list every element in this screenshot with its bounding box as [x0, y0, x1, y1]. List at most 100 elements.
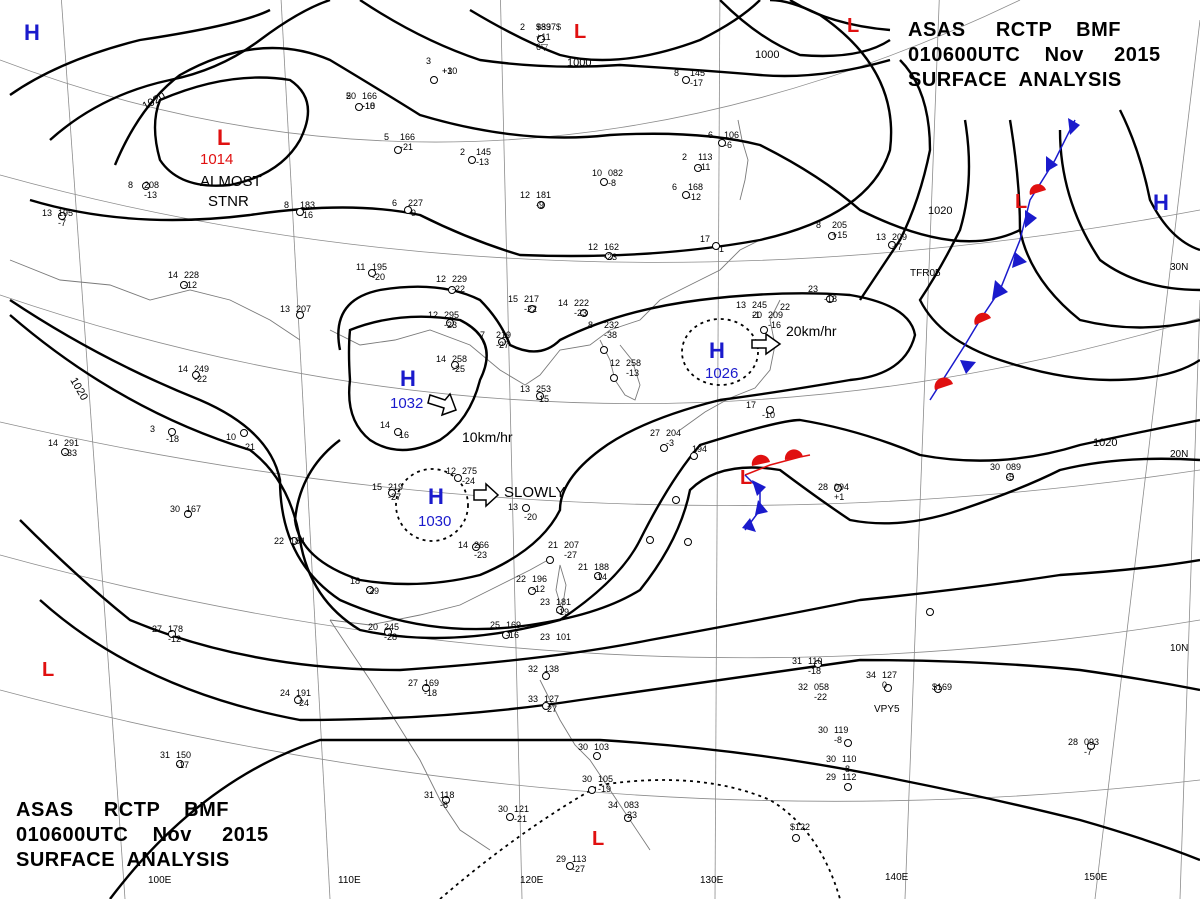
station-plot: 32 138	[528, 664, 559, 674]
station-temperature: 27	[650, 428, 660, 438]
station-plot: 31 118-6	[424, 790, 454, 810]
isobar	[469, 0, 761, 62]
station-circle	[180, 281, 188, 289]
station-plot: 6 106-6	[708, 130, 739, 150]
station-plot: 22 184	[274, 536, 305, 546]
station-circle	[240, 429, 248, 437]
station-circle	[430, 76, 438, 84]
cold-front-barb	[1068, 118, 1080, 135]
station-plot: 3 -18	[150, 424, 179, 444]
station-plot: 8 208-13	[128, 180, 159, 200]
station-circle	[600, 346, 608, 354]
station-circle	[610, 374, 618, 382]
station-pressure-tendency: -10	[362, 101, 375, 111]
station-pressure: 101	[556, 632, 571, 642]
station-plot: 30 119-8	[818, 725, 848, 745]
isobar	[29, 0, 893, 258]
station-circle	[556, 606, 564, 614]
isobar	[1058, 129, 1200, 292]
station-pressure-tendency: -12	[184, 280, 197, 290]
station-circle	[502, 631, 510, 639]
station-plot: 5 166-18	[346, 91, 377, 111]
isobar-label: 1000	[755, 49, 779, 61]
cold-front-barb	[755, 500, 768, 515]
station-circle	[828, 232, 836, 240]
station-pressure: 222	[574, 298, 589, 308]
station-plot: 14 266-23	[458, 540, 489, 560]
station-pressure: 191	[296, 688, 311, 698]
station-pressure: 295	[444, 310, 459, 320]
low-pressure-symbol: L	[740, 467, 752, 489]
station-pressure-tendency: -19	[556, 607, 569, 617]
station-pressure-tendency: -18	[808, 666, 821, 676]
longitude-line	[61, 0, 126, 899]
station-circle	[528, 305, 536, 313]
arrow-icon	[427, 392, 457, 417]
station-pressure: 106	[724, 130, 739, 140]
isobar	[918, 119, 1200, 382]
station-circle	[718, 139, 726, 147]
station-pressure: 184	[290, 536, 305, 546]
station-pressure: 204	[666, 428, 681, 438]
station-pressure-tendency: -7	[58, 218, 66, 228]
station-pressure: 121	[514, 804, 529, 814]
station-pressure: 181	[556, 597, 571, 607]
station-circle	[542, 672, 550, 680]
station-circle	[926, 608, 934, 616]
station-pressure-tendency: -22	[452, 284, 465, 294]
station-plot: 14 249-22	[178, 364, 209, 384]
station-pressure: 119	[834, 725, 848, 735]
longitude-label: 100E	[148, 875, 172, 886]
station-pressure-tendency: -13	[626, 368, 639, 378]
station-temperature: 24	[280, 688, 290, 698]
station-temperature: 14	[178, 364, 188, 374]
station-temperature: 12	[610, 358, 620, 368]
isobar	[789, 0, 891, 32]
station-plot: 20 -10	[346, 91, 375, 111]
station-pressure-tendency: -11	[698, 162, 710, 172]
station-temperature: 12	[428, 310, 438, 320]
station-circle	[384, 628, 392, 636]
station-temperature: 30	[578, 742, 588, 752]
isobar	[1008, 119, 1200, 329]
station-pressure-tendency: -25	[452, 364, 465, 374]
station-pressure-tendency: -16	[300, 210, 313, 220]
station-pressure: 275	[462, 466, 477, 476]
station-temperature: 2	[682, 152, 687, 162]
station-pressure: 209	[768, 310, 783, 320]
cold-front-barb	[1025, 210, 1037, 228]
station-temperature: 15	[508, 294, 518, 304]
station-plot: 17 -10	[746, 400, 775, 420]
station-circle	[168, 630, 176, 638]
station-pressure-tendency: +3	[442, 66, 452, 76]
station-pressure-tendency: +7	[892, 242, 902, 252]
station-circle	[498, 338, 506, 346]
station-temperature: 20	[368, 622, 378, 632]
arrow-icon	[473, 482, 500, 508]
station-plot: 13 195-7	[42, 208, 73, 228]
station-temperature: 13	[520, 384, 530, 394]
station-pressure: 094	[834, 482, 849, 492]
station-pressure-tendency: -29	[366, 586, 379, 596]
station-temperature: 12	[446, 466, 456, 476]
station-plot: 14 -16	[380, 420, 409, 440]
station-pressure: 217	[524, 294, 539, 304]
station-pressure-tendency: -15	[536, 394, 549, 404]
station-pressure: 983	[536, 22, 551, 32]
station-temperature: 5	[346, 91, 351, 101]
isobars	[9, 0, 1200, 899]
station-temperature: 23	[808, 284, 818, 294]
station-temperature: 34	[866, 670, 876, 680]
station-pressure: 169	[424, 678, 439, 688]
station-plot: 30 121-21	[498, 804, 529, 824]
station-pressure-tendency: -21	[242, 442, 255, 452]
header-line-1: ASAS RCTP BMF	[908, 19, 1121, 41]
latitude-label: 30N	[1170, 262, 1188, 273]
station-temperature: 6	[392, 198, 397, 208]
station-circle	[884, 684, 892, 692]
station-temperature: 8	[674, 68, 679, 78]
station-pressure-tendency: -18	[362, 101, 375, 111]
isobar	[859, 59, 932, 301]
warm-front-bump	[974, 312, 991, 325]
